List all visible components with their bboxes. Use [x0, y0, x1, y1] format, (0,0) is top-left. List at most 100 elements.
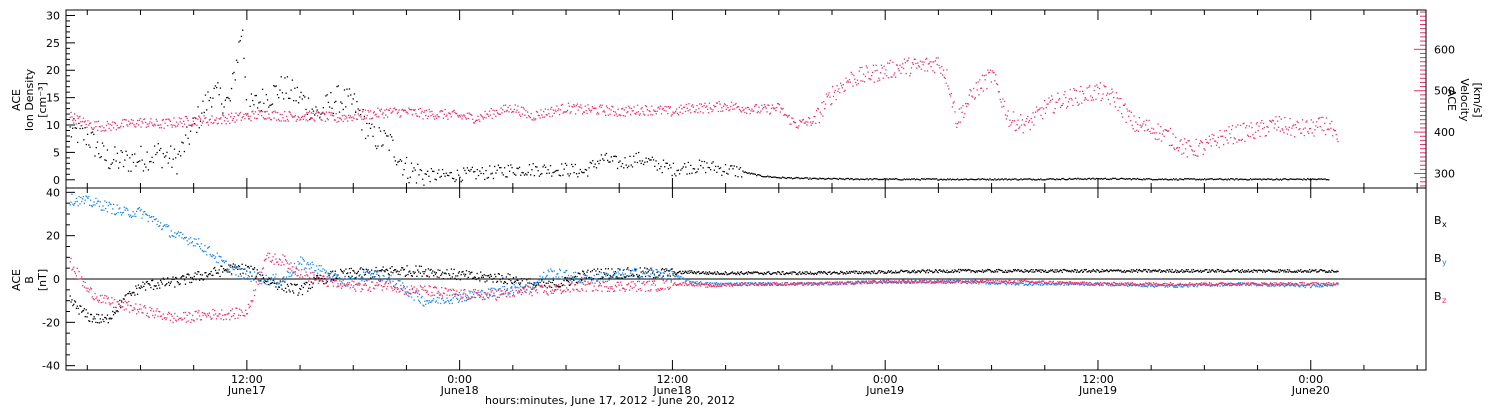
by-point — [709, 282, 711, 284]
velocity-point — [161, 119, 164, 121]
ion-density-point — [911, 178, 913, 180]
bx-point — [243, 268, 245, 270]
bx-point — [941, 271, 944, 273]
velocity-point — [481, 116, 484, 118]
by-point — [481, 290, 484, 292]
velocity-point — [1182, 143, 1184, 146]
bx-point — [100, 321, 102, 323]
velocity-point — [869, 78, 871, 80]
bx-point — [472, 277, 475, 279]
by-point — [200, 243, 203, 245]
ion-density-point — [536, 166, 538, 168]
ion-density-point — [204, 94, 207, 96]
velocity-point — [1066, 107, 1068, 109]
by-point — [494, 288, 496, 290]
velocity-point — [472, 118, 474, 120]
ion-density-point — [398, 160, 400, 163]
bx-point — [742, 273, 744, 275]
by-point — [186, 240, 188, 242]
ion-density-point — [448, 174, 450, 177]
ion-density-point — [862, 178, 864, 181]
velocity-point — [914, 58, 916, 60]
velocity-point — [287, 120, 289, 122]
ion-density-point — [1323, 178, 1325, 180]
bx-point — [488, 276, 491, 279]
bx-point — [73, 303, 75, 305]
bx-point — [235, 267, 237, 269]
velocity-point — [393, 107, 395, 110]
velocity-point — [1276, 129, 1278, 131]
bx-point — [675, 273, 677, 276]
velocity-point — [880, 64, 883, 66]
velocity-point — [806, 124, 808, 126]
ion-density-point — [646, 161, 649, 163]
velocity-point — [184, 115, 187, 118]
ion-density-point — [570, 163, 573, 166]
bx-point — [1270, 270, 1273, 272]
ion-density-point — [1181, 178, 1183, 181]
by-point — [112, 203, 115, 206]
by-point — [337, 283, 339, 285]
by-point — [657, 270, 659, 273]
velocity-point — [1168, 130, 1170, 132]
velocity-point — [1245, 127, 1247, 129]
ion-density-point — [686, 173, 688, 175]
ion-density-point — [207, 91, 209, 93]
velocity-point — [1287, 129, 1289, 131]
velocity-point — [1107, 98, 1110, 101]
by-point — [769, 284, 771, 287]
bx-point — [813, 273, 815, 276]
velocity-point — [530, 112, 532, 115]
velocity-point — [960, 107, 962, 109]
ion-density-point — [1271, 178, 1273, 180]
by-point — [359, 273, 361, 276]
velocity-point — [1168, 144, 1171, 147]
by-point — [459, 294, 461, 296]
bx-point — [897, 271, 899, 273]
bx-point — [74, 301, 77, 303]
velocity-point — [633, 106, 635, 108]
bx-point — [590, 278, 593, 281]
by-point — [329, 278, 331, 280]
velocity-point — [1226, 139, 1228, 141]
velocity-point — [100, 130, 102, 132]
bx-point — [956, 270, 958, 273]
velocity-point — [1003, 105, 1005, 108]
bx-point — [832, 271, 835, 273]
by-point — [158, 225, 160, 228]
bx-point — [191, 277, 194, 279]
by-point — [575, 277, 578, 280]
velocity-point — [1138, 117, 1141, 119]
bx-point — [688, 272, 690, 274]
ion-density-point — [559, 175, 562, 177]
ion-density-point — [1074, 177, 1077, 180]
ion-density-point — [1273, 179, 1275, 181]
ion-density-point — [603, 159, 605, 162]
velocity-point — [692, 106, 695, 108]
ion-density-point — [418, 174, 420, 176]
bx-point — [756, 271, 758, 273]
ion-density-point — [521, 171, 523, 174]
bx-point — [595, 270, 597, 272]
velocity-point — [1158, 138, 1160, 140]
bx-point — [838, 273, 840, 275]
bx-point — [574, 275, 577, 278]
bx-point — [160, 281, 163, 283]
velocity-point — [1195, 138, 1197, 141]
ion-density-point — [1088, 177, 1090, 179]
velocity-point — [120, 125, 122, 127]
ion-density-point — [1321, 178, 1324, 181]
bx-point — [819, 272, 821, 274]
bx-point — [577, 272, 579, 274]
velocity-point — [291, 115, 293, 117]
velocity-point — [1053, 112, 1055, 114]
bx-point — [662, 275, 664, 277]
by-point — [406, 291, 408, 293]
velocity-point — [189, 124, 191, 127]
ion-density-point — [747, 172, 749, 175]
by-point — [495, 290, 498, 292]
bx-point — [89, 313, 92, 316]
bx-point — [209, 273, 211, 275]
by-point — [519, 291, 521, 294]
by-point — [352, 277, 354, 280]
